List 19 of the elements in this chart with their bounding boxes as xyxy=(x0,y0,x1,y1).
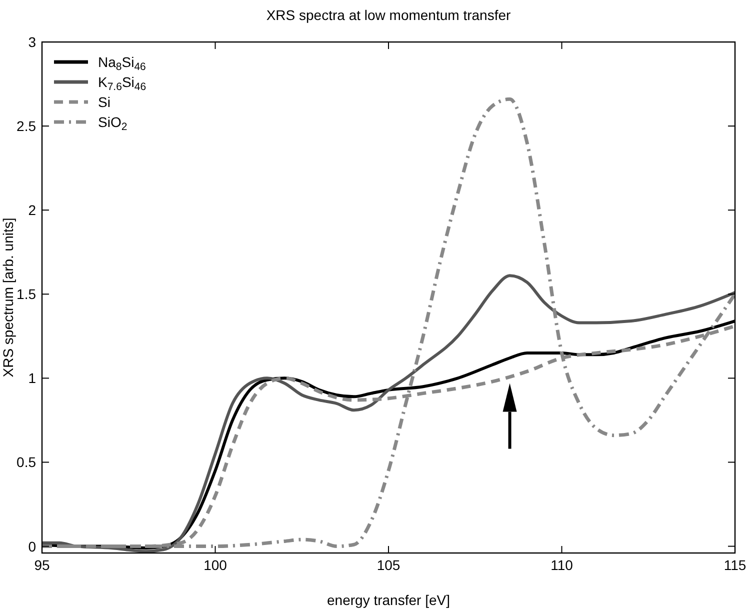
y-tick-label: 2.5 xyxy=(16,118,36,134)
x-tick-label: 110 xyxy=(550,557,574,573)
y-axis-title: XRS spectrum [arb. units] xyxy=(0,218,16,378)
x-tick-label: 115 xyxy=(724,557,746,573)
legend-label: Na$_{8}$Si$_{46}$ xyxy=(98,54,146,74)
x-tick-label: 100 xyxy=(204,557,228,573)
x-axis-title: energy transfer [eV] xyxy=(327,592,450,608)
y-tick-label: 0.5 xyxy=(16,454,36,470)
legend-label: K$_{7.6}$Si$_{46}$ xyxy=(98,74,146,94)
x-tick-label: 95 xyxy=(34,557,50,573)
chart-title: XRS spectra at low momentum transfer xyxy=(266,7,511,23)
legend-label: SiO$_{2}$ xyxy=(98,114,128,134)
legend-label: Si xyxy=(98,94,110,110)
y-tick-label: 3 xyxy=(28,34,36,50)
x-tick-label: 105 xyxy=(376,557,400,573)
y-tick-label: 1.5 xyxy=(16,286,36,302)
y-tick-label: 0 xyxy=(28,538,36,554)
y-tick-label: 1 xyxy=(28,370,36,386)
y-tick-label: 2 xyxy=(28,202,36,218)
